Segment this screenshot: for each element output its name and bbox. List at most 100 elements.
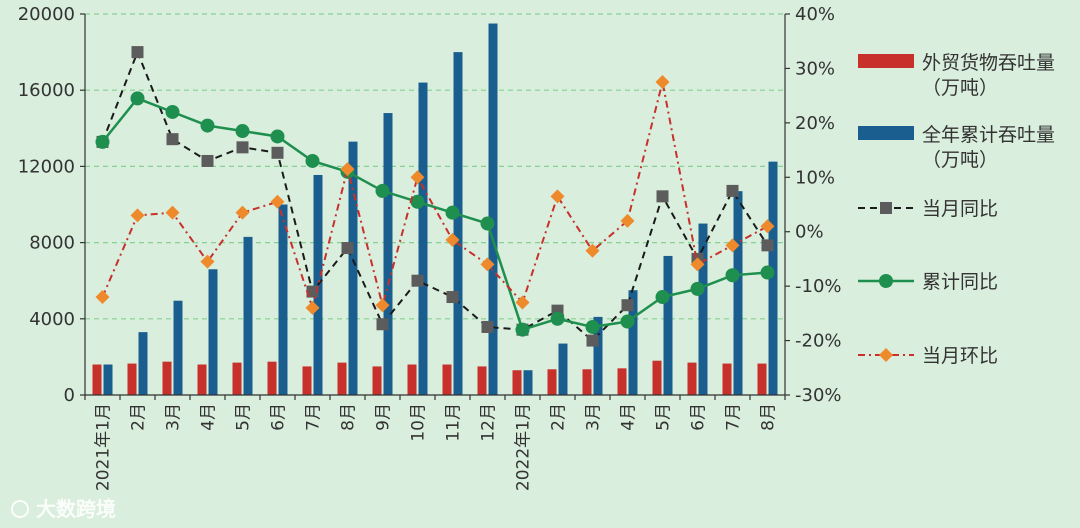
point-monthly-mom — [200, 254, 215, 269]
bar-cumulative-throughput — [383, 113, 393, 395]
point-cumulative-yoy — [550, 311, 565, 326]
legend-item-monthly-yoy: 当月同比 — [858, 198, 998, 220]
x-tick-label: 2022年1月 — [514, 403, 534, 491]
left-tick-label: 4000 — [29, 309, 75, 330]
legend-label: 全年累计吞吐量 — [922, 124, 1055, 146]
x-tick-label: 3月 — [584, 403, 604, 431]
bar-cumulative-throughput — [243, 236, 253, 395]
x-tick-label: 10月 — [409, 403, 429, 442]
point-cumulative-yoy — [200, 118, 215, 133]
bar-monthly-throughput — [92, 364, 102, 395]
bar-monthly-throughput — [722, 363, 732, 395]
left-tick-label: 20000 — [18, 4, 75, 25]
point-monthly-mom — [305, 300, 320, 315]
bar-monthly-throughput — [757, 363, 767, 395]
point-monthly-yoy — [621, 299, 634, 312]
axes: 0 4000 8000 12000 16000 20000 -30% -20% -10% 0% 10… — [18, 4, 842, 491]
bar-cumulative-throughput — [593, 316, 603, 395]
x-tick-label: 12月 — [479, 403, 499, 442]
point-cumulative-yoy — [515, 322, 530, 337]
point-monthly-yoy — [411, 274, 424, 287]
point-monthly-mom — [725, 238, 740, 253]
point-monthly-mom — [655, 75, 670, 90]
bar-monthly-throughput — [477, 366, 487, 395]
bar-monthly-throughput — [547, 369, 557, 395]
left-tick-label: 16000 — [18, 80, 75, 101]
x-tick-label: 2021年1月 — [94, 403, 114, 491]
line-series — [95, 46, 775, 347]
point-monthly-yoy — [726, 184, 739, 197]
bar-monthly-throughput — [372, 366, 382, 395]
point-monthly-mom — [340, 162, 355, 177]
x-tick-label: 7月 — [304, 403, 324, 431]
point-monthly-mom — [235, 205, 250, 220]
point-monthly-mom — [445, 232, 460, 247]
point-cumulative-yoy — [480, 216, 495, 231]
bar-monthly-throughput — [512, 370, 522, 395]
point-monthly-yoy — [376, 318, 389, 331]
x-tick-label: 6月 — [269, 403, 289, 431]
point-cumulative-yoy — [655, 290, 670, 305]
legend-swatch — [858, 54, 914, 68]
point-monthly-yoy — [201, 154, 214, 167]
point-cumulative-yoy — [95, 134, 110, 149]
point-cumulative-yoy — [585, 319, 600, 334]
bar-cumulative-throughput — [138, 332, 148, 395]
point-cumulative-yoy — [305, 153, 320, 168]
point-monthly-mom — [375, 298, 390, 313]
point-monthly-mom — [95, 290, 110, 305]
bar-monthly-throughput — [687, 362, 697, 395]
legend-label: 累计同比 — [922, 271, 998, 293]
point-cumulative-yoy — [410, 194, 425, 209]
point-cumulative-yoy — [725, 268, 740, 283]
x-tick-label: 7月 — [724, 403, 744, 431]
bar-cumulative-throughput — [558, 343, 568, 395]
bar-cumulative-throughput — [628, 290, 638, 395]
right-tick-label: 20% — [795, 113, 835, 134]
bar-cumulative-throughput — [278, 204, 288, 395]
watermark-logo-icon — [11, 500, 29, 518]
bar-monthly-throughput — [442, 364, 452, 395]
bar-cumulative-throughput — [173, 300, 183, 395]
watermark-text: 大数跨境 — [36, 497, 116, 521]
point-cumulative-yoy — [760, 265, 775, 280]
legend-label: 外贸货物吞吐量 — [922, 52, 1055, 74]
right-tick-label: 40% — [795, 4, 835, 25]
right-tick-label: 0% — [795, 222, 824, 243]
bar-monthly-throughput — [127, 363, 137, 395]
bar-monthly-throughput — [197, 364, 207, 395]
point-monthly-yoy — [656, 190, 669, 203]
x-tick-label: 2月 — [129, 403, 149, 431]
legend-item-cumulative-throughput: 全年累计吞吐量 （万吨） — [858, 124, 1055, 171]
bar-cumulative-throughput — [768, 161, 778, 395]
legend-unit: （万吨） — [922, 149, 998, 171]
bar-monthly-throughput — [652, 360, 662, 395]
point-cumulative-yoy — [235, 124, 250, 139]
bar-cumulative-throughput — [348, 141, 358, 395]
point-cumulative-yoy — [690, 281, 705, 296]
bar-cumulative-throughput — [103, 364, 113, 395]
point-monthly-mom — [690, 257, 705, 272]
point-monthly-mom — [130, 208, 145, 223]
point-cumulative-yoy — [130, 91, 145, 106]
legend-unit: （万吨） — [922, 77, 998, 99]
bar-cumulative-throughput — [453, 52, 463, 395]
series-line-monthly-yoy — [101, 49, 769, 342]
point-monthly-mom — [760, 219, 775, 234]
x-tick-label: 2月 — [549, 403, 569, 431]
legend-item-cumulative-yoy: 累计同比 — [858, 271, 998, 293]
x-tick-label: 8月 — [339, 403, 359, 431]
legend-marker — [879, 348, 893, 362]
point-monthly-yoy — [341, 242, 354, 255]
bar-monthly-throughput — [582, 369, 592, 395]
x-tick-label: 3月 — [164, 403, 184, 431]
point-monthly-yoy — [131, 46, 144, 59]
bar-cumulative-throughput — [733, 191, 743, 395]
point-monthly-yoy — [166, 133, 179, 146]
left-tick-label: 8000 — [29, 233, 75, 254]
point-monthly-mom — [620, 213, 635, 228]
bar-monthly-throughput — [232, 362, 242, 395]
left-tick-label: 0 — [64, 385, 75, 406]
left-tick-label: 12000 — [18, 156, 75, 177]
